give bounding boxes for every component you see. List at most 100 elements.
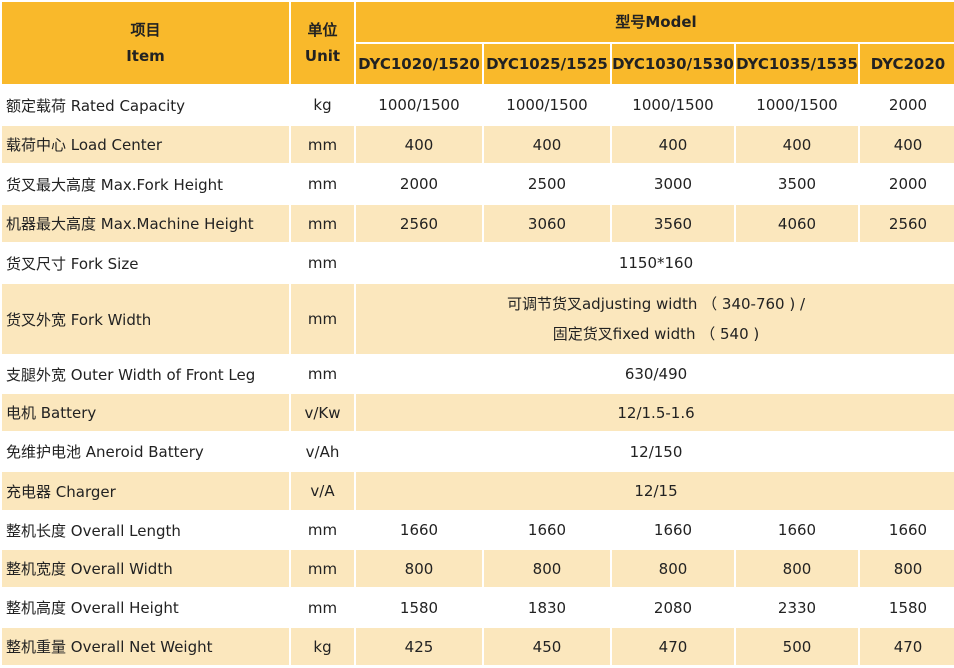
merged-value: 630/490 (356, 356, 954, 392)
merged-value: 可调节货叉adjusting width （ 340-760 ) / 固定货叉f… (356, 284, 954, 354)
cell-value: 800 (484, 550, 610, 587)
merged-value: 12/15 (356, 472, 954, 510)
cell-value: 2560 (860, 205, 954, 242)
merged-line: 可调节货叉adjusting width （ 340-760 ) / (506, 295, 806, 313)
table-row: 整机重量 Overall Net Weight kg 425 450 470 5… (2, 628, 954, 665)
cell-value: 2560 (356, 205, 482, 242)
cell-value: 800 (356, 550, 482, 587)
cell-value: 1580 (356, 589, 482, 626)
row-unit: mm (291, 205, 354, 242)
row-unit: kg (291, 628, 354, 665)
cell-value: 1660 (356, 512, 482, 548)
cell-value: 2500 (484, 165, 610, 203)
item-header-cn: 项目 (130, 21, 161, 39)
cell-value: 2000 (860, 165, 954, 203)
table-row: 机器最大高度 Max.Machine Height mm 2560 3060 3… (2, 205, 954, 242)
row-label: 充电器 Charger (2, 472, 289, 510)
cell-value: 1660 (612, 512, 734, 548)
merged-value: 12/1.5-1.6 (356, 394, 954, 431)
cell-value: 2000 (860, 86, 954, 124)
unit-header: 单位 Unit (291, 2, 354, 84)
cell-value: 2080 (612, 589, 734, 626)
row-label: 机器最大高度 Max.Machine Height (2, 205, 289, 242)
row-label: 整机高度 Overall Height (2, 589, 289, 626)
row-unit: mm (291, 165, 354, 203)
row-label: 载荷中心 Load Center (2, 126, 289, 163)
cell-value: 3560 (612, 205, 734, 242)
cell-value: 1660 (484, 512, 610, 548)
row-label: 整机重量 Overall Net Weight (2, 628, 289, 665)
table-row: 载荷中心 Load Center mm 400 400 400 400 400 (2, 126, 954, 163)
row-unit: mm (291, 356, 354, 392)
table-row: 免维护电池 Aneroid Battery v/Ah 12/150 (2, 433, 954, 470)
cell-value: 3500 (736, 165, 858, 203)
table-row: 整机高度 Overall Height mm 1580 1830 2080 23… (2, 589, 954, 626)
cell-value: 1660 (736, 512, 858, 548)
cell-value: 2000 (356, 165, 482, 203)
cell-value: 470 (860, 628, 954, 665)
model-name: DYC1020/1520 (356, 44, 482, 84)
cell-value: 1000/1500 (736, 86, 858, 124)
cell-value: 400 (356, 126, 482, 163)
row-unit: mm (291, 550, 354, 587)
unit-header-cn: 单位 (307, 21, 338, 39)
cell-value: 400 (612, 126, 734, 163)
cell-value: 1000/1500 (612, 86, 734, 124)
model-name: DYC1030/1530 (612, 44, 734, 84)
cell-value: 400 (860, 126, 954, 163)
row-unit: mm (291, 589, 354, 626)
cell-value: 3060 (484, 205, 610, 242)
unit-header-en: Unit (304, 47, 341, 65)
table-row: 货叉尺寸 Fork Size mm 1150*160 (2, 244, 954, 282)
row-label: 额定载荷 Rated Capacity (2, 86, 289, 124)
header-row-models: DYC1020/1520 DYC1025/1525 DYC1030/1530 D… (2, 44, 954, 84)
item-header: 项目 Item (2, 2, 289, 84)
row-label: 整机宽度 Overall Width (2, 550, 289, 587)
row-unit: v/Kw (291, 394, 354, 431)
cell-value: 450 (484, 628, 610, 665)
row-unit: mm (291, 244, 354, 282)
table-row: 货叉最大高度 Max.Fork Height mm 2000 2500 3000… (2, 165, 954, 203)
row-label: 支腿外宽 Outer Width of Front Leg (2, 356, 289, 392)
cell-value: 1580 (860, 589, 954, 626)
model-header: 型号Model (356, 2, 954, 42)
cell-value: 800 (612, 550, 734, 587)
row-unit: v/Ah (291, 433, 354, 470)
row-label: 整机长度 Overall Length (2, 512, 289, 548)
row-unit: mm (291, 126, 354, 163)
row-label: 货叉尺寸 Fork Size (2, 244, 289, 282)
merged-value: 1150*160 (356, 244, 954, 282)
row-label: 货叉最大高度 Max.Fork Height (2, 165, 289, 203)
cell-value: 4060 (736, 205, 858, 242)
row-unit: kg (291, 86, 354, 124)
cell-value: 800 (860, 550, 954, 587)
table-row: 整机宽度 Overall Width mm 800 800 800 800 80… (2, 550, 954, 587)
row-unit: mm (291, 512, 354, 548)
table-row: 整机长度 Overall Length mm 1660 1660 1660 16… (2, 512, 954, 548)
merged-value: 12/150 (356, 433, 954, 470)
cell-value: 1000/1500 (356, 86, 482, 124)
cell-value: 470 (612, 628, 734, 665)
cell-value: 1000/1500 (484, 86, 610, 124)
row-label: 货叉外宽 Fork Width (2, 284, 289, 354)
row-unit: mm (291, 284, 354, 354)
cell-value: 400 (736, 126, 858, 163)
header-row-top: 项目 Item 单位 Unit 型号Model (2, 2, 954, 84)
table-row: 充电器 Charger v/A 12/15 (2, 472, 954, 510)
cell-value: 500 (736, 628, 858, 665)
cell-value: 425 (356, 628, 482, 665)
cell-value: 800 (736, 550, 858, 587)
cell-value: 2330 (736, 589, 858, 626)
cell-value: 400 (484, 126, 610, 163)
model-name: DYC2020 (860, 44, 954, 84)
cell-value: 1830 (484, 589, 610, 626)
table-row: 额定载荷 Rated Capacity kg 1000/1500 1000/15… (2, 86, 954, 124)
table-row: 货叉外宽 Fork Width mm 可调节货叉adjusting width … (2, 284, 954, 354)
row-unit: v/A (291, 472, 354, 510)
cell-value: 3000 (612, 165, 734, 203)
row-label: 电机 Battery (2, 394, 289, 431)
cell-value: 1660 (860, 512, 954, 548)
table-row: 电机 Battery v/Kw 12/1.5-1.6 (2, 394, 954, 431)
item-header-en: Item (126, 47, 165, 65)
